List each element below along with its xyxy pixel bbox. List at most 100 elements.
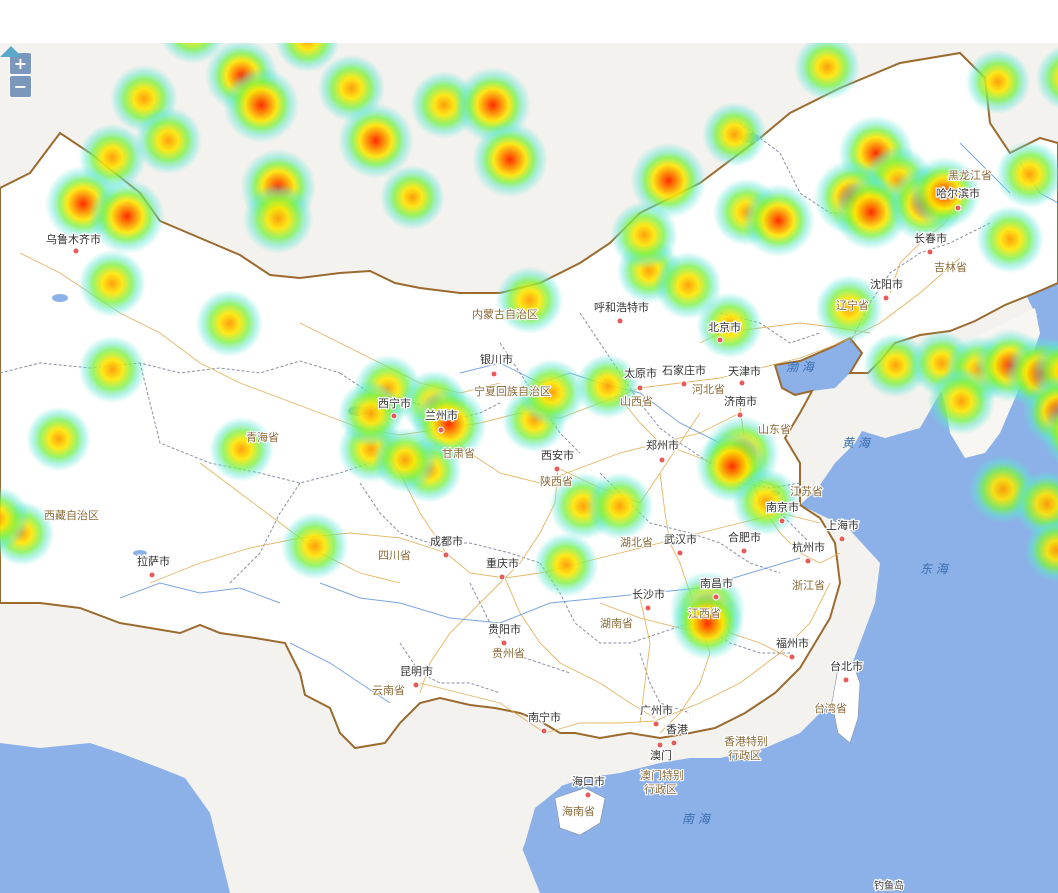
sea-label: 黄 海	[842, 436, 872, 450]
city-label[interactable]: 武汉市	[663, 531, 699, 548]
city-marker[interactable]	[670, 739, 678, 747]
city-marker[interactable]	[437, 426, 445, 434]
city-label[interactable]: 昆明市	[399, 663, 435, 680]
city-label[interactable]: 郑州市	[645, 437, 681, 454]
city-label[interactable]: 贵阳市	[487, 621, 523, 638]
city-marker[interactable]	[656, 741, 664, 749]
heat-point	[0, 486, 30, 552]
city-label[interactable]: 台北市	[829, 658, 865, 675]
city-label[interactable]: 南昌市	[699, 575, 735, 592]
city-label[interactable]: 杭州市	[791, 539, 827, 556]
zoom-in-button[interactable]: +	[10, 53, 31, 74]
city-label[interactable]: 上海市	[825, 517, 861, 534]
city-marker[interactable]	[616, 317, 624, 325]
city-marker[interactable]	[882, 294, 890, 302]
city-label[interactable]: 福州市	[775, 635, 811, 652]
city-label[interactable]: 太原市	[623, 365, 659, 382]
city-marker[interactable]	[738, 379, 746, 387]
province-label: 山东省	[758, 423, 791, 436]
city-label[interactable]: 合肥市	[727, 529, 763, 546]
province-label: 内蒙古自治区	[472, 307, 538, 321]
city-label[interactable]: 乌鲁木齐市	[45, 231, 103, 248]
city-label[interactable]: 西宁市	[377, 395, 413, 412]
city-label[interactable]: 济南市	[723, 393, 759, 410]
city-marker[interactable]	[716, 336, 724, 344]
province-label: 香港特别行政区	[724, 734, 768, 762]
city-label[interactable]: 香港	[665, 722, 690, 738]
city-label[interactable]: 石家庄市	[661, 362, 708, 379]
heat-point	[1024, 517, 1058, 583]
city-marker[interactable]	[500, 639, 508, 647]
city-marker[interactable]	[498, 573, 506, 581]
city-marker[interactable]	[778, 517, 786, 525]
city-label[interactable]: 银川市	[479, 351, 515, 368]
heat-point	[78, 249, 147, 318]
province-label: 贵州省	[492, 647, 525, 660]
city-marker[interactable]	[652, 720, 660, 728]
province-label: 海南省	[562, 804, 595, 818]
city-label[interactable]: 天津市	[727, 363, 763, 380]
city-marker[interactable]	[740, 547, 748, 555]
city-marker[interactable]	[412, 681, 420, 689]
city-marker[interactable]	[148, 571, 156, 579]
heat-point	[337, 380, 404, 447]
city-marker[interactable]	[838, 535, 846, 543]
heat-point	[337, 102, 414, 179]
taiwan-island	[831, 660, 861, 744]
city-label[interactable]: 哈尔滨市	[935, 185, 982, 202]
city-label[interactable]: 成都市	[429, 533, 465, 550]
city-marker[interactable]	[954, 204, 962, 212]
city-marker[interactable]	[712, 593, 720, 601]
city-marker[interactable]	[926, 248, 934, 256]
sea-bay-of-bengal	[0, 743, 230, 893]
heat-point	[575, 354, 640, 419]
city-label[interactable]: 沈阳市	[869, 276, 905, 293]
city-marker[interactable]	[636, 384, 644, 392]
province-label: 黑龙江省	[948, 169, 992, 182]
city-marker[interactable]	[490, 370, 498, 378]
heat-point	[654, 251, 722, 320]
attribution-chevron-icon[interactable]	[0, 43, 22, 57]
city-label[interactable]: 长沙市	[631, 586, 667, 603]
province-label: 云南省	[372, 684, 405, 697]
city-label[interactable]: 呼和浩特市	[593, 299, 651, 316]
city-marker[interactable]	[72, 247, 80, 255]
heat-point	[585, 472, 654, 540]
heat-point	[78, 335, 147, 404]
city-marker[interactable]	[390, 412, 398, 420]
heat-point	[379, 165, 445, 230]
city-marker[interactable]	[442, 551, 450, 559]
city-label[interactable]: 海口市	[571, 773, 607, 790]
city-marker[interactable]	[804, 557, 812, 565]
province-label: 陕西省	[540, 474, 573, 488]
city-marker[interactable]	[676, 549, 684, 557]
city-label[interactable]: 南京市	[765, 499, 801, 516]
city-marker[interactable]	[680, 380, 688, 388]
city-label[interactable]: 重庆市	[485, 555, 521, 572]
city-label[interactable]: 广州市	[639, 702, 675, 719]
city-marker[interactable]	[736, 411, 744, 419]
zoom-out-button[interactable]: −	[10, 76, 31, 97]
city-marker[interactable]	[658, 456, 666, 464]
city-marker[interactable]	[788, 653, 796, 661]
city-label[interactable]: 拉萨市	[136, 553, 172, 570]
heat-point	[696, 292, 763, 359]
heat-layer	[0, 43, 1058, 661]
city-label[interactable]: 兰州市	[424, 407, 460, 424]
heat-point	[976, 205, 1044, 274]
city-marker[interactable]	[644, 604, 652, 612]
city-label[interactable]: 北京市	[707, 319, 743, 336]
heat-point	[863, 333, 928, 398]
city-label[interactable]: 南宁市	[527, 709, 563, 726]
city-label[interactable]: 澳门	[649, 747, 674, 764]
heatmap-map[interactable]: 乌鲁木齐市拉萨市 西宁市 兰州市 银川市 呼和浩特市太原市 石家庄市 北京市天津市济南市郑州…	[0, 43, 1058, 893]
city-label[interactable]: 西安市	[540, 447, 576, 464]
province-label: 青海省	[246, 430, 279, 444]
city-marker[interactable]	[842, 676, 850, 684]
province-label: 河北省	[692, 383, 725, 396]
city-label[interactable]: 长春市	[913, 230, 949, 247]
city-marker[interactable]	[540, 727, 548, 735]
city-marker[interactable]	[584, 791, 592, 799]
city-marker[interactable]	[553, 465, 561, 473]
